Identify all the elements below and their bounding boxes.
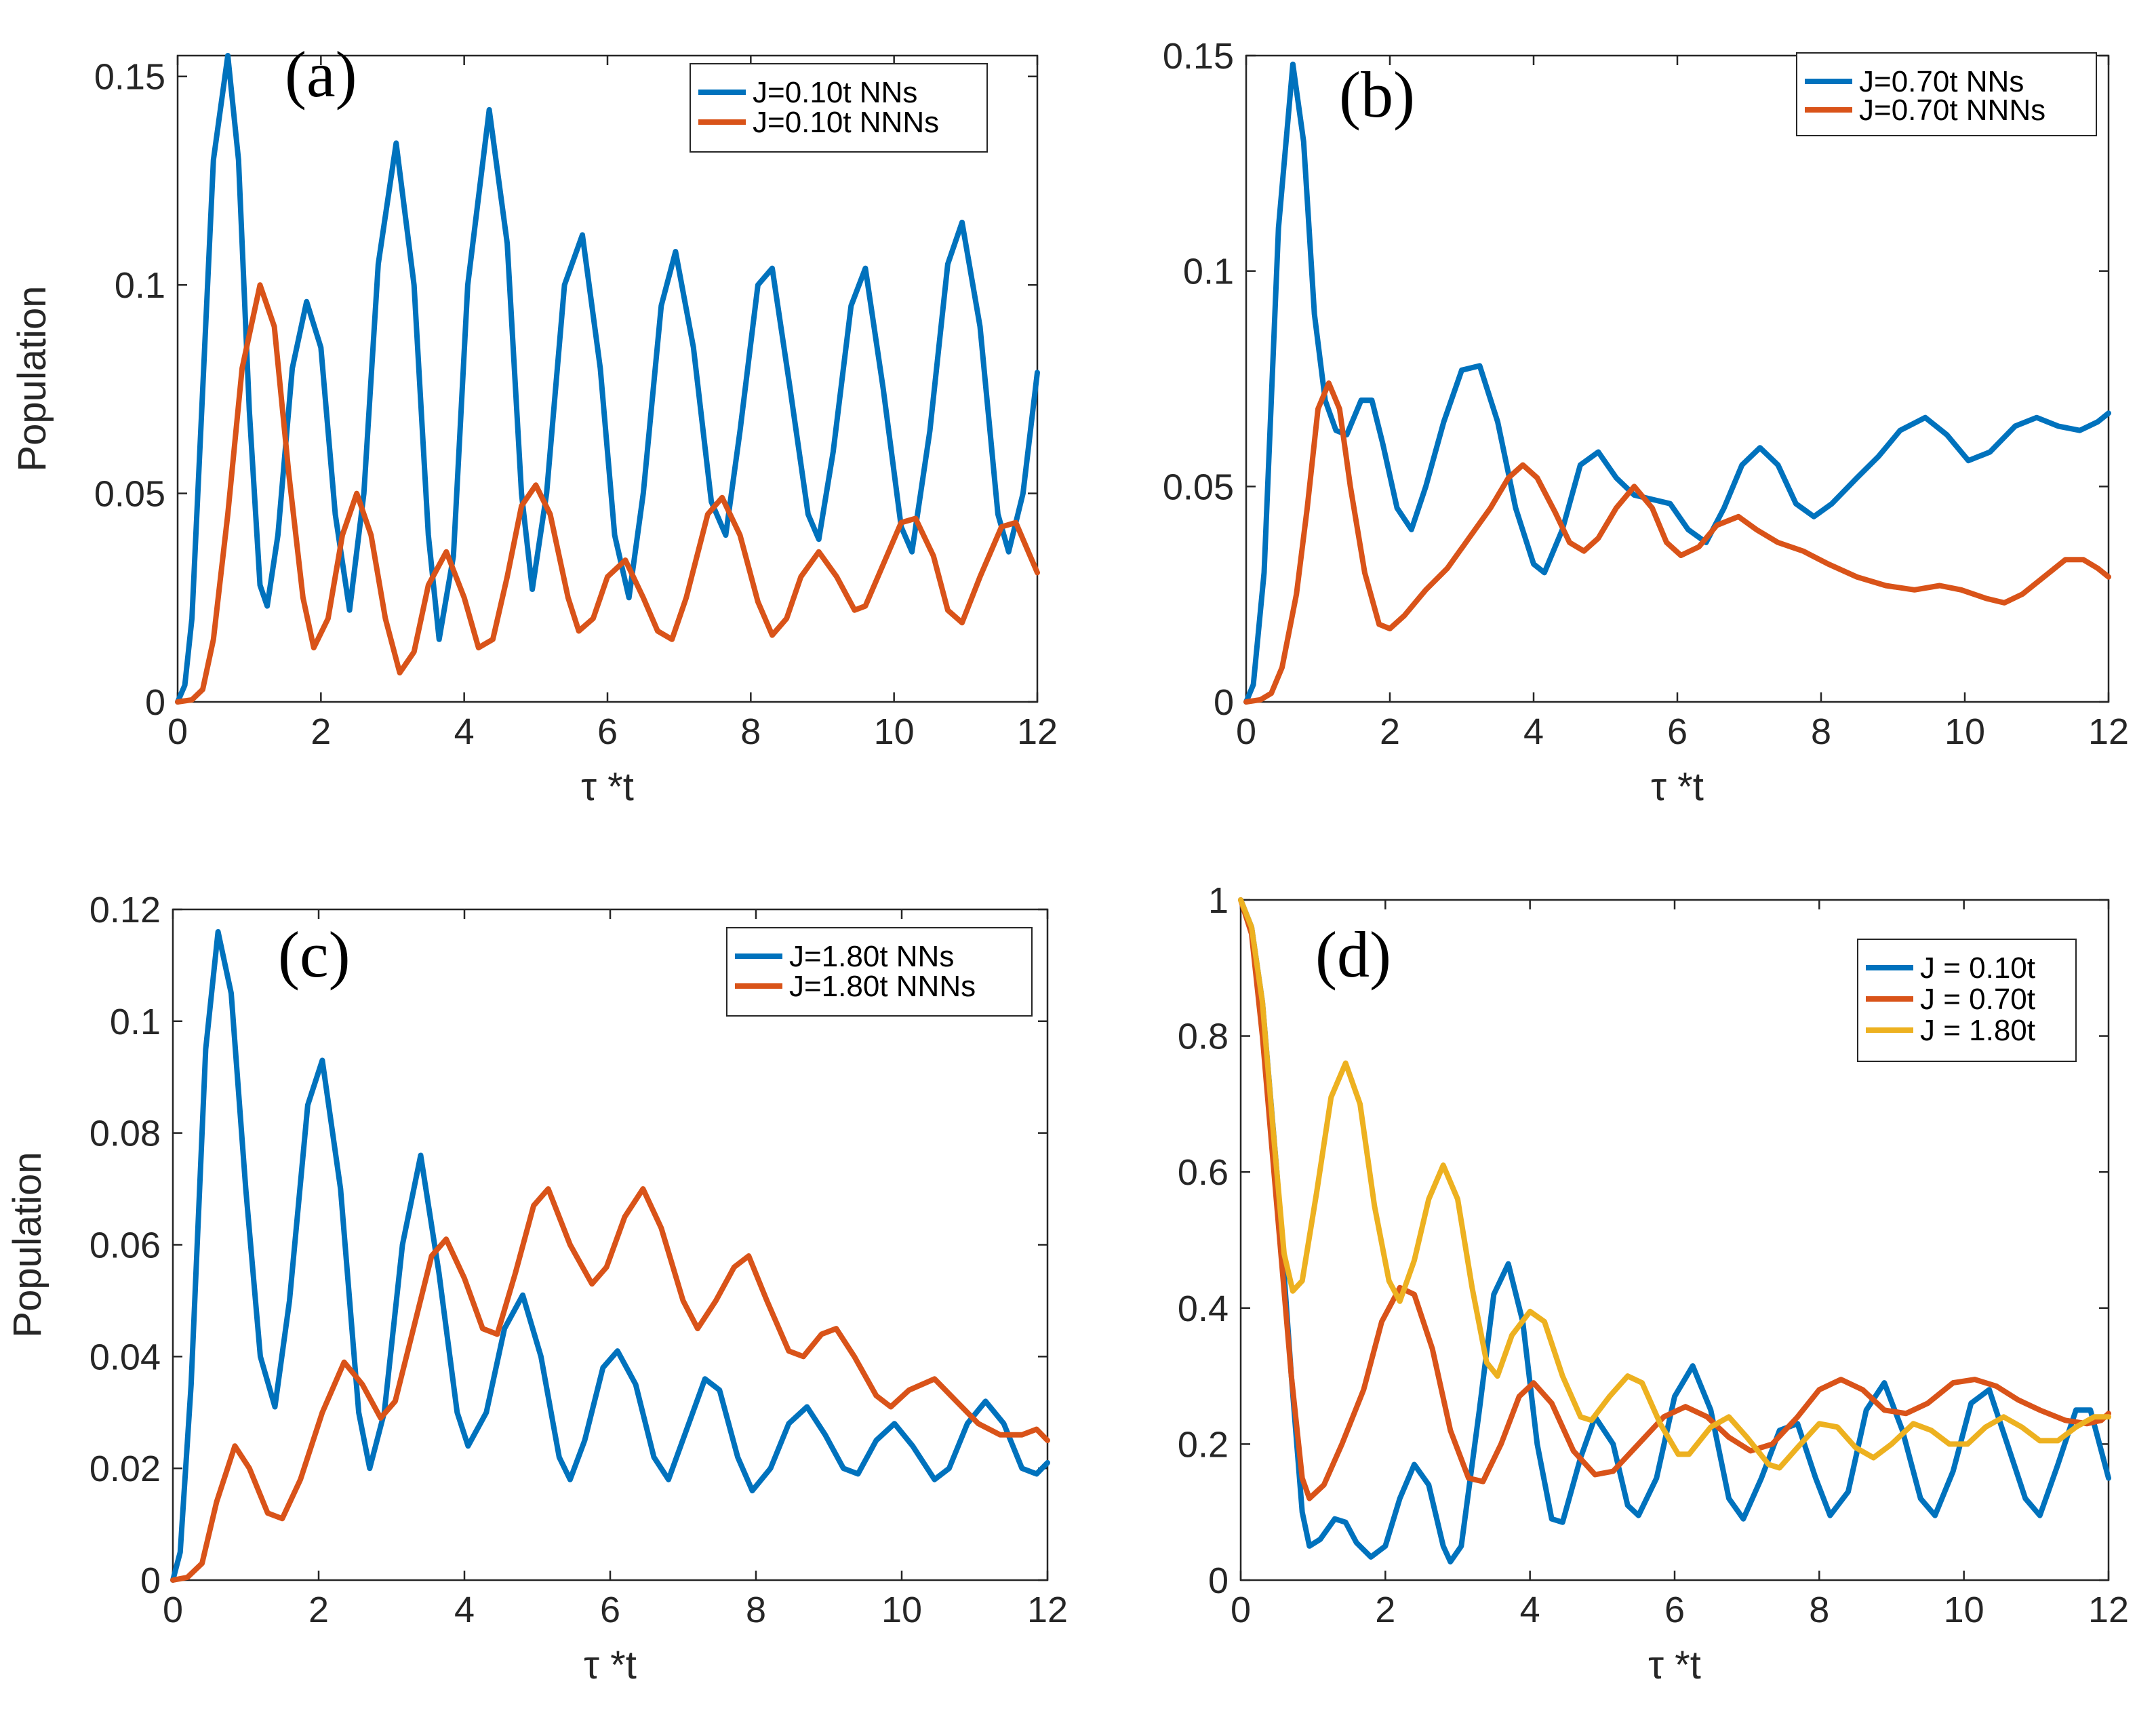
x-tick-label: 6 bbox=[1664, 1590, 1685, 1630]
x-tick-label: 10 bbox=[881, 1590, 922, 1630]
series-line-j-0-70t-nnns bbox=[1243, 380, 2111, 705]
x-tick-label: 8 bbox=[740, 711, 761, 752]
series-line-j-1-80t-nns bbox=[170, 929, 1050, 1583]
x-tick-label: 0 bbox=[167, 711, 188, 752]
series-line-j-1-80t bbox=[1238, 897, 2111, 1471]
y-axis-label: Population bbox=[10, 286, 54, 471]
legend-entry: J=0.70t NNNs bbox=[1859, 94, 2045, 127]
y-tick-label: 0.04 bbox=[89, 1337, 161, 1377]
x-axis-label: τ *t bbox=[581, 765, 634, 809]
x-tick-label: 0 bbox=[163, 1590, 183, 1630]
series-line-j-0-10t-nnns bbox=[175, 282, 1040, 705]
x-tick-label: 10 bbox=[874, 711, 915, 752]
panel-label: (d) bbox=[1315, 918, 1391, 991]
legend-box bbox=[690, 63, 988, 153]
y-tick-label: 1 bbox=[1208, 880, 1229, 921]
y-tick-label: 0.4 bbox=[1178, 1289, 1229, 1329]
y-tick-label: 0.1 bbox=[1183, 252, 1234, 292]
x-tick-label: 2 bbox=[1380, 711, 1400, 752]
legend-entry: J=1.80t NNs bbox=[789, 940, 954, 973]
y-tick-label: 0.2 bbox=[1178, 1424, 1229, 1465]
y-tick-label: 0.6 bbox=[1178, 1152, 1229, 1193]
legend-box bbox=[726, 927, 1033, 1017]
panel-label: (c) bbox=[278, 918, 351, 991]
y-tick-label: 0.05 bbox=[94, 474, 165, 515]
series-line-j-0-70t bbox=[1238, 897, 2111, 1501]
x-tick-label: 12 bbox=[2088, 1590, 2129, 1630]
panel-c: 0 2 4 6 8 10 12 0 0.02 0.04 0.06 0.08 0.1 0.12 τ *t Pop… bbox=[5, 890, 1068, 1687]
legend-entry: J=1.80t NNNs bbox=[789, 970, 976, 1003]
y-tick-label: 0.06 bbox=[89, 1225, 161, 1266]
x-tick-label: 4 bbox=[1523, 711, 1544, 752]
legend-entry: J = 0.10t bbox=[1920, 951, 2035, 985]
x-tick-label: 2 bbox=[311, 711, 331, 752]
x-tick-label: 12 bbox=[1017, 711, 1058, 752]
panel-b: 0 2 4 6 8 10 12 0 0.05 0.1 0.15 τ *t (b) J=0.70t NNsJ… bbox=[1163, 36, 2129, 809]
x-tick-label: 6 bbox=[1667, 711, 1688, 752]
x-tick-label: 0 bbox=[1236, 711, 1256, 752]
legend-entry: J=0.70t NNs bbox=[1859, 65, 2024, 98]
series-line-j-0-10t bbox=[1238, 897, 2111, 1565]
x-tick-label: 4 bbox=[454, 711, 475, 752]
x-axis-label: τ *t bbox=[1648, 1643, 1701, 1687]
y-tick-label: 0 bbox=[145, 682, 165, 723]
x-tick-label: 10 bbox=[1944, 711, 1985, 752]
x-axis-label: τ *t bbox=[1651, 765, 1704, 809]
x-axis-label: τ *t bbox=[584, 1643, 637, 1687]
x-tick-label: 8 bbox=[1811, 711, 1831, 752]
x-tick-label: 0 bbox=[1231, 1590, 1251, 1630]
legend-entry: J = 0.70t bbox=[1920, 983, 2035, 1016]
y-tick-label: 0.1 bbox=[110, 1002, 161, 1042]
y-tick-label: 0 bbox=[1214, 682, 1234, 723]
legend-entry: J=0.10t NNs bbox=[753, 76, 917, 109]
y-axis-label: Population bbox=[5, 1152, 49, 1337]
y-tick-label: 0.02 bbox=[89, 1449, 161, 1489]
y-tick-label: 0.08 bbox=[89, 1114, 161, 1154]
y-tick-label: 0 bbox=[1208, 1560, 1229, 1601]
y-tick-label: 0.15 bbox=[94, 57, 165, 98]
y-tick-label: 0.8 bbox=[1178, 1017, 1229, 1057]
y-tick-label: 0.15 bbox=[1163, 36, 1234, 77]
x-tick-label: 10 bbox=[1944, 1590, 1984, 1630]
legend-entry: J = 1.80t bbox=[1920, 1014, 2035, 1047]
x-tick-label: 2 bbox=[1375, 1590, 1395, 1630]
series-line-j-0-10t-nns bbox=[175, 53, 1040, 705]
y-tick-label: 0.05 bbox=[1163, 467, 1234, 507]
panel-label: (a) bbox=[285, 38, 357, 111]
y-tick-label: 0 bbox=[140, 1560, 161, 1601]
x-tick-label: 8 bbox=[1809, 1590, 1829, 1630]
panel-a: 0 2 4 6 8 10 12 0 0.05 0.1 0.15 τ *t Population (a) J=… bbox=[10, 38, 1058, 809]
x-tick-label: 8 bbox=[746, 1590, 766, 1630]
y-tick-label: 0.12 bbox=[89, 890, 161, 930]
panel-label: (b) bbox=[1339, 58, 1415, 131]
x-tick-label: 4 bbox=[1520, 1590, 1540, 1630]
x-tick-label: 6 bbox=[597, 711, 618, 752]
series-line-j-1-80t-nnns bbox=[170, 1186, 1050, 1583]
legend-box bbox=[1796, 52, 2097, 136]
legend-entry: J=0.10t NNNs bbox=[753, 106, 939, 139]
x-tick-label: 12 bbox=[2088, 711, 2129, 752]
x-tick-label: 4 bbox=[454, 1590, 475, 1630]
x-tick-label: 2 bbox=[308, 1590, 329, 1630]
x-tick-label: 6 bbox=[600, 1590, 620, 1630]
y-tick-label: 0.1 bbox=[115, 265, 165, 306]
x-tick-label: 12 bbox=[1027, 1590, 1068, 1630]
